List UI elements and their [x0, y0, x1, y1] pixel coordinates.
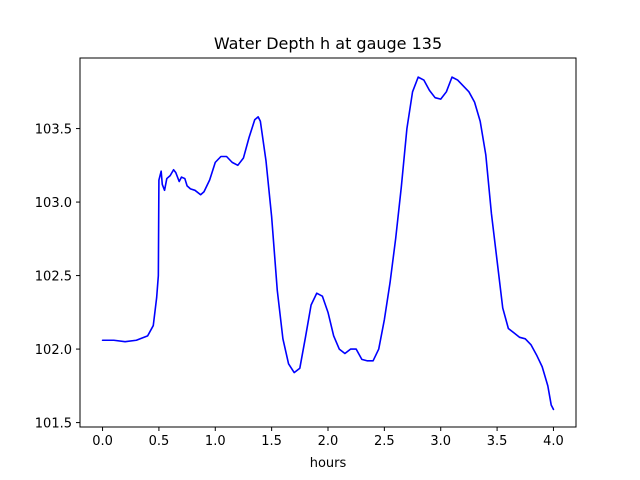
y-axis-ticks: 101.5 102.0 102.5 103.0 103.5 — [35, 123, 80, 432]
y-tick-label: 101.5 — [35, 417, 72, 432]
x-axis-label: hours — [310, 456, 347, 471]
x-tick-label: 2.5 — [374, 434, 395, 449]
x-tick-label: 0.5 — [149, 434, 170, 449]
x-tick-label: 0.0 — [92, 434, 113, 449]
x-tick-label: 2.0 — [318, 434, 339, 449]
y-tick-label: 102.0 — [35, 343, 72, 358]
x-tick-label: 4.0 — [543, 434, 564, 449]
y-tick-label: 103.5 — [35, 123, 72, 138]
x-tick-label: 1.5 — [261, 434, 282, 449]
plot-area — [101, 76, 555, 411]
x-tick-label: 1.0 — [205, 434, 226, 449]
y-tick-label: 103.0 — [35, 196, 72, 211]
chart-title: Water Depth h at gauge 135 — [214, 34, 442, 53]
axes-frame — [79, 57, 577, 428]
x-tick-label: 3.0 — [430, 434, 451, 449]
series-line-0 — [101, 76, 555, 411]
x-tick-label: 3.5 — [487, 434, 508, 449]
y-tick-label: 102.5 — [35, 270, 72, 285]
x-axis-ticks: 0.0 0.5 1.0 1.5 2.0 2.5 3.0 3.5 4.0 — [92, 427, 564, 449]
